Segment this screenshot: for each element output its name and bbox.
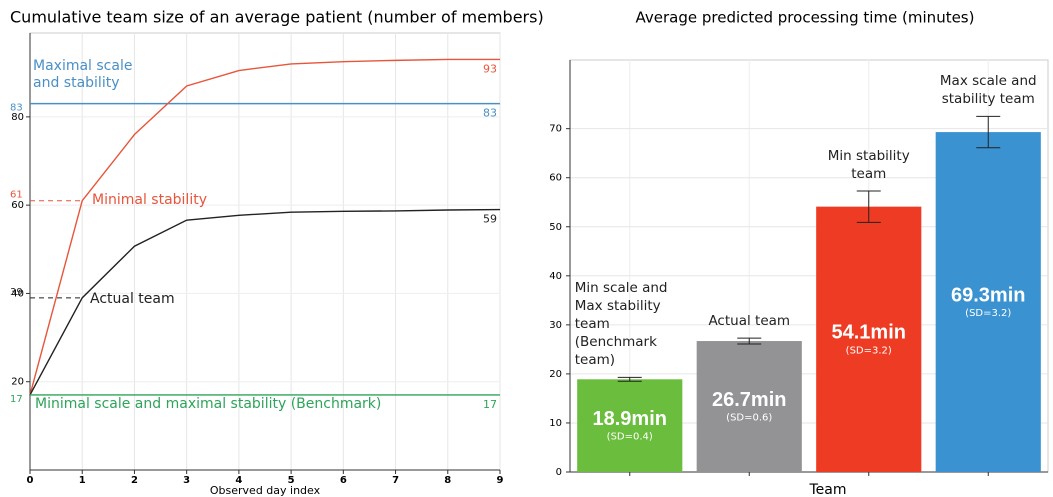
error-label: (SD=0.4) xyxy=(607,432,653,443)
chart-title: Cumulative team size of an average patie… xyxy=(10,8,544,27)
end-label: 93 xyxy=(483,62,497,75)
end-label: 59 xyxy=(483,213,497,226)
axis-label: 39 xyxy=(10,287,23,298)
end-label: 83 xyxy=(483,107,497,120)
end-label: 17 xyxy=(483,398,497,411)
error-label: (SD=3.2) xyxy=(846,345,892,356)
x-tick-label: 9 xyxy=(497,475,504,486)
x-axis-label: Team xyxy=(808,482,846,497)
line-series xyxy=(29,208,501,396)
axis-label: 61 xyxy=(10,190,23,201)
y-tick-label: 20 xyxy=(549,369,562,380)
axis-label: 83 xyxy=(10,103,23,114)
x-tick-label: 5 xyxy=(288,475,295,486)
y-tick-label: 40 xyxy=(11,288,24,299)
bar xyxy=(935,132,1041,472)
axis-label: 17 xyxy=(10,394,23,405)
y-tick-label: 80 xyxy=(11,112,24,123)
category-label: Min scale and Max stability team (Benchm… xyxy=(574,280,668,369)
x-tick-label: 3 xyxy=(183,475,190,486)
y-tick-label: 60 xyxy=(11,200,24,211)
series-label: Actual team xyxy=(90,291,175,307)
value-label: 26.7min xyxy=(712,389,786,411)
x-tick-label: 7 xyxy=(392,475,399,486)
y-tick-label: 70 xyxy=(549,124,562,135)
series-label: Minimal scale and maximal stability (Ben… xyxy=(35,396,382,412)
bar xyxy=(577,379,683,472)
series-label: Minimal stability xyxy=(92,192,207,208)
line-series xyxy=(29,58,500,396)
category-label: Min stability team xyxy=(827,147,910,182)
y-tick-label: 0 xyxy=(556,467,562,478)
value-label: 54.1min xyxy=(832,322,906,344)
bar xyxy=(816,206,922,472)
y-tick-label: 50 xyxy=(549,222,562,233)
y-tick-label: 10 xyxy=(549,418,562,429)
x-tick-label: 6 xyxy=(340,475,347,486)
bar xyxy=(696,341,802,472)
category-label: Actual team xyxy=(708,313,791,330)
y-tick-label: 30 xyxy=(549,320,562,331)
value-label: 69.3min xyxy=(951,284,1025,306)
x-tick-label: 8 xyxy=(444,475,451,486)
x-tick-label: 0 xyxy=(27,475,34,486)
error-label: (SD=3.2) xyxy=(965,308,1011,319)
y-tick-label: 60 xyxy=(549,173,562,184)
x-tick-label: 1 xyxy=(79,475,86,486)
x-axis-label: Observed day index xyxy=(210,484,321,497)
x-tick-label: 2 xyxy=(131,475,138,486)
x-tick-label: 4 xyxy=(235,475,242,486)
y-tick-label: 40 xyxy=(549,271,562,282)
error-label: (SD=0.6) xyxy=(726,413,772,424)
chart-title: Average predicted processing time (minut… xyxy=(636,9,975,27)
category-label: Max scale and stability team xyxy=(939,73,1037,108)
y-tick-label: 20 xyxy=(11,377,24,388)
series-label: Maximal scale and stability xyxy=(33,58,133,91)
value-label: 18.9min xyxy=(593,408,667,430)
